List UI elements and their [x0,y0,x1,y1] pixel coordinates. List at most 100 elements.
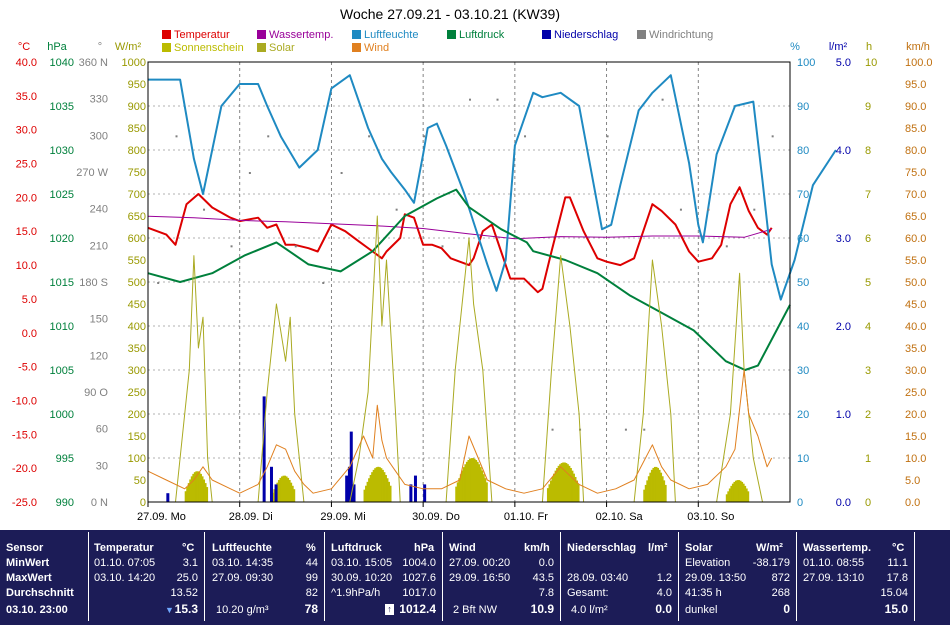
winddir-tick-label: 240 [90,204,108,216]
wassertemp-max-time: 27.09. 13:10 [803,572,865,584]
axis-unit-label: hPa [47,41,67,53]
winddir-point [248,172,251,174]
temp-tick-label: -10.0 [12,395,37,407]
sunshine-bar [478,464,481,502]
x-tick-label: 02.10. Sa [596,511,644,523]
axis-unit-label: h [866,41,872,53]
sunshine-bar [277,480,280,502]
sunshine-bar [733,481,736,502]
wind-tick-label: 55.0 [905,255,926,267]
wind-tick-label: 90.0 [905,101,926,113]
sunshine-bar [384,474,387,502]
luftfeuchte-max-time: 27.09. 09:30 [212,572,274,584]
sunshine-bar [279,477,282,502]
trend-down-icon: ▼ [165,605,174,615]
sunshine-bar [550,480,553,502]
niederschlag-max-time: 28.09. 03:40 [567,572,629,584]
sunshine-bar [484,478,487,502]
winddir-tick-label: 60 [96,424,108,436]
wassertemp-line [147,215,772,240]
sunshine-bar [725,494,728,502]
luftfeuchte-avg: 82 [305,587,318,599]
legend-label: Niederschlag [554,29,618,41]
luftdruck-unit: hPa [414,542,435,554]
sunshine-bar [366,481,369,502]
sunshine-bar [375,467,378,502]
humidity-tick-label: 90 [797,101,809,113]
sunshine-bar [569,468,572,502]
x-axis-labels: 27.09. Mo 28.09. Di 29.09. Mi 30.09. Do 01.1… [137,502,734,523]
wind-max: 43.5 [532,572,554,584]
sunshine-bar [280,476,283,502]
solar-tick-label: 900 [128,101,146,113]
wind-tick-label: 75.0 [905,167,926,179]
temperatur-min-time: 01.10. 07:05 [94,557,156,569]
sunshine-bar [734,480,737,502]
sunshine-bar [485,482,488,502]
niederschlag-rate: 4.0 l/m² [571,604,608,616]
sunshine-bar [195,471,198,502]
luftdruck-max-time: 30.09. 10:20 [331,572,393,584]
temp-tick-label: 5.0 [22,294,37,306]
sunshine-bar [371,472,374,502]
wind-tick-label: 10.0 [905,453,926,465]
winddir-point [551,428,554,431]
winddir-point [606,135,609,138]
rain-bar [274,484,278,502]
solar-tick-label: 350 [128,343,146,355]
solar-tick-label: 650 [128,211,146,223]
winddir-tick-label: 300 [90,130,108,142]
winddir-tick-label: 330 [90,94,108,106]
sunshine-bar [739,480,742,502]
winddir-point [203,208,206,211]
sunshine-bar [556,468,559,502]
wind-tick-label: 35.0 [905,343,926,355]
sunshine-bar [546,488,549,502]
winddir-point [771,135,774,138]
winddir-tick-label: 0 N [91,497,108,509]
x-tick-label: 28.09. Di [229,511,273,523]
luftfeuchte-abs: 10.20 g/m³ [216,604,269,616]
sunshine-bar [469,458,471,502]
winddir-point [294,245,297,248]
sunshine-bar [742,483,745,502]
temp-tick-label: 25.0 [16,159,37,171]
wind-tick-label: 15.0 [905,431,926,443]
plot-area [147,74,837,503]
sunshine-bar [459,474,462,502]
sunshine-bar [738,480,741,502]
row-label-min: MinWert [6,557,50,569]
sunshine-bar [387,481,390,502]
sunshine-bar [475,459,478,502]
humidity-tick-label: 0 [797,497,803,509]
temp-tick-label: 0.0 [22,328,37,340]
legend-label: Windrichtung [649,29,713,41]
wind-tick-label: 40.0 [905,321,926,333]
solar-tick-label: 600 [128,233,146,245]
luftfeuchte-min-time: 03.10. 14:35 [212,557,274,569]
winddir-point [496,98,499,101]
niederschlag-gesamt-label: Gesamt: [567,587,609,599]
solar-tick-label: 500 [128,277,146,289]
niederschlag-current: 0.0 [655,602,672,616]
temp-tick-label: 20.0 [16,192,37,204]
rain-bar [347,466,351,502]
legend-swatch [352,30,361,39]
luftdruck-min: 1004.0 [402,557,436,569]
solar-tick-label: 100 [128,453,146,465]
sunshine-bar [655,466,658,502]
sunshine-bar [369,474,372,502]
sunshine-bar [189,479,192,502]
rain-bar [423,484,427,502]
sunshine-bar [661,476,664,502]
weather-chart: Woche 27.09.21 - 03.10.21 (KW39) Tempera… [12,6,933,523]
winddir-point [340,172,343,174]
sunshine-bar [744,485,747,502]
wassertemp-unit: °C [892,542,905,554]
sunshine-bar [565,463,568,502]
sunshine-tick-label: 5 [865,277,871,289]
summary-separator [88,532,89,621]
humidity-tick-label: 20 [797,409,809,421]
wind-tick-label: 95.0 [905,79,926,91]
sunshine-bar [285,476,288,502]
